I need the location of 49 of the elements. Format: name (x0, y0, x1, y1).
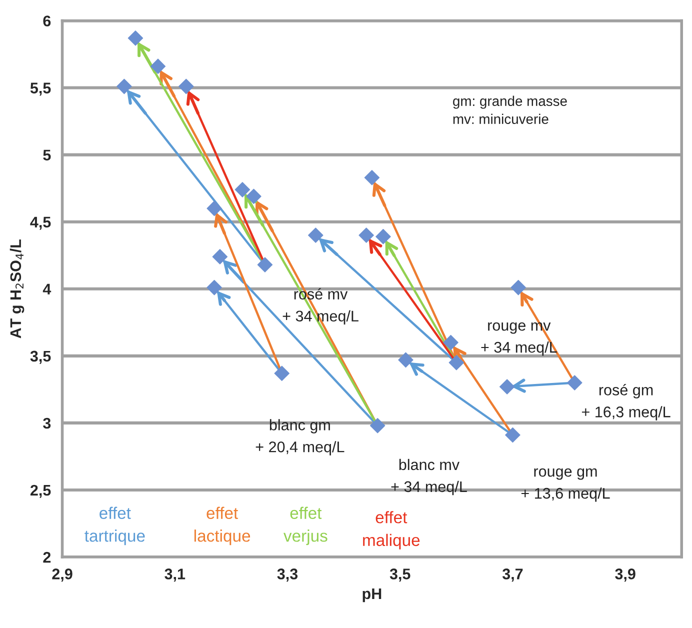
point (567, 375, 582, 390)
y-tick-label: 3 (43, 418, 51, 429)
y-tick-label: 2,5 (30, 484, 51, 498)
x-axis-title: pH (362, 588, 382, 602)
text: effet malique (363, 511, 420, 550)
point (150, 58, 166, 74)
x-tick-label: 3,3 (277, 568, 298, 582)
point (510, 280, 526, 296)
point (274, 366, 290, 381)
point (358, 228, 374, 243)
y-tick-label: 4 (42, 284, 52, 294)
y-tick-label: 2 (43, 552, 51, 563)
point (116, 78, 132, 94)
x-tick-label: 3,9 (615, 568, 636, 582)
point (398, 352, 414, 368)
point (364, 170, 380, 186)
annotation: rosé gm + 16,3 meq/L (582, 384, 670, 420)
x-tick-label: 3,1 (164, 568, 186, 582)
point (212, 249, 228, 264)
y-tick-label: 5 (43, 150, 51, 160)
point (246, 188, 262, 204)
annotation: rouge gm + 13,6 meq/L (521, 468, 610, 502)
point (257, 257, 273, 272)
text: effet lactique (194, 506, 250, 546)
point (376, 228, 391, 244)
point (178, 78, 194, 94)
point (206, 280, 222, 296)
point (443, 334, 458, 350)
annotation: gm: grande masse mv: minicuverie (453, 96, 567, 124)
point (128, 30, 144, 46)
point (206, 200, 222, 216)
y-axis-title: AT g H$_{2}$SO$_{4}$/L (10, 240, 24, 338)
point (499, 379, 515, 394)
y-tick-label: 3,5 (30, 350, 51, 364)
y-tick-label: 6 (43, 16, 51, 26)
point (370, 418, 386, 434)
text: effet verjus (284, 506, 328, 546)
annotation: blanc gm + 20,4 meq/L (256, 419, 344, 456)
x-tick-label: 3,7 (502, 568, 523, 582)
point (505, 427, 520, 443)
annotation: blanc mv + 34 meq/L (391, 458, 467, 496)
x-tick-label: 2,9 (52, 568, 72, 582)
x-tick-label: 3,5 (390, 568, 410, 582)
y-tick-label: 4,5 (30, 216, 51, 230)
point (308, 228, 324, 243)
point (448, 354, 464, 370)
point (234, 182, 250, 198)
y-tick-label: 5,5 (30, 82, 51, 96)
text: effet tartrique (84, 506, 145, 546)
